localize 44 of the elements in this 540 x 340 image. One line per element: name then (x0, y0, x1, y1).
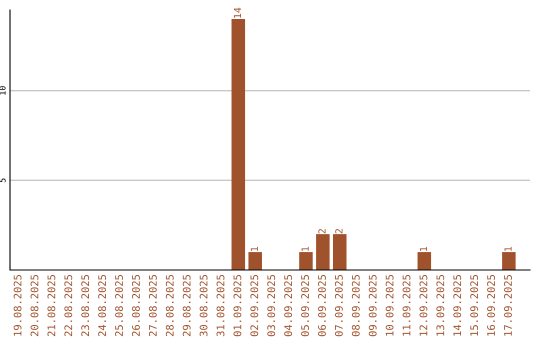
data-label: 2 (335, 229, 342, 234)
x-tick-label: 02.09.2025 (250, 275, 258, 336)
bar (502, 252, 516, 270)
data-label: 1 (420, 246, 428, 251)
x-tick-label: 13.09.2025 (436, 275, 444, 336)
bar (299, 252, 313, 270)
x-tick-label: 29.08.2025 (182, 275, 191, 336)
x-tick-label: 09.09.2025 (368, 275, 377, 336)
x-tick-label: 14.09.2025 (453, 275, 462, 336)
x-tick-label: 03.09.2025 (267, 275, 276, 336)
x-tick-label: 16.09.2025 (487, 275, 495, 336)
x-tick-label: 23.08.2025 (81, 275, 90, 336)
bar (248, 252, 262, 270)
x-tick-label: 26.08.2025 (132, 275, 140, 336)
x-tick-label: 22.08.2025 (64, 275, 72, 336)
x-tick-label: 12.09.2025 (419, 275, 428, 336)
bar (316, 234, 330, 270)
x-tick-label: 30.08.2025 (200, 275, 208, 336)
x-tick-label: 07.09.2025 (334, 275, 343, 336)
x-tick-label: 01.09.2025 (233, 275, 242, 336)
bar (418, 252, 432, 270)
x-tick-label: 31.08.2025 (216, 275, 224, 336)
bar (332, 234, 347, 270)
x-tick-label: 24.08.2025 (98, 275, 106, 336)
x-tick-label: 15.09.2025 (470, 275, 478, 336)
data-label: 14 (234, 8, 241, 18)
x-tick-label: 19.08.2025 (14, 275, 22, 336)
x-tick-label: 27.08.2025 (148, 275, 157, 336)
x-tick-label: 21.08.2025 (47, 275, 56, 336)
x-tick-label: 10.09.2025 (386, 275, 394, 336)
x-tick-label: 05.09.2025 (301, 275, 309, 336)
x-tick-label: 28.08.2025 (166, 275, 174, 336)
x-tick-label: 25.08.2025 (115, 275, 123, 336)
x-tick-label: 17.09.2025 (504, 275, 512, 336)
x-tick-label: 11.09.2025 (402, 275, 410, 336)
data-label: 1 (302, 246, 309, 251)
bar (232, 18, 246, 270)
data-label: 1 (250, 246, 258, 251)
x-tick-label: 20.08.2025 (30, 275, 38, 336)
x-tick-label: 06.09.2025 (318, 275, 326, 336)
x-tick-label: 04.09.2025 (284, 275, 292, 336)
data-label: 1 (504, 246, 512, 251)
data-label: 2 (318, 229, 326, 234)
x-tick-label: 08.09.2025 (352, 275, 360, 336)
